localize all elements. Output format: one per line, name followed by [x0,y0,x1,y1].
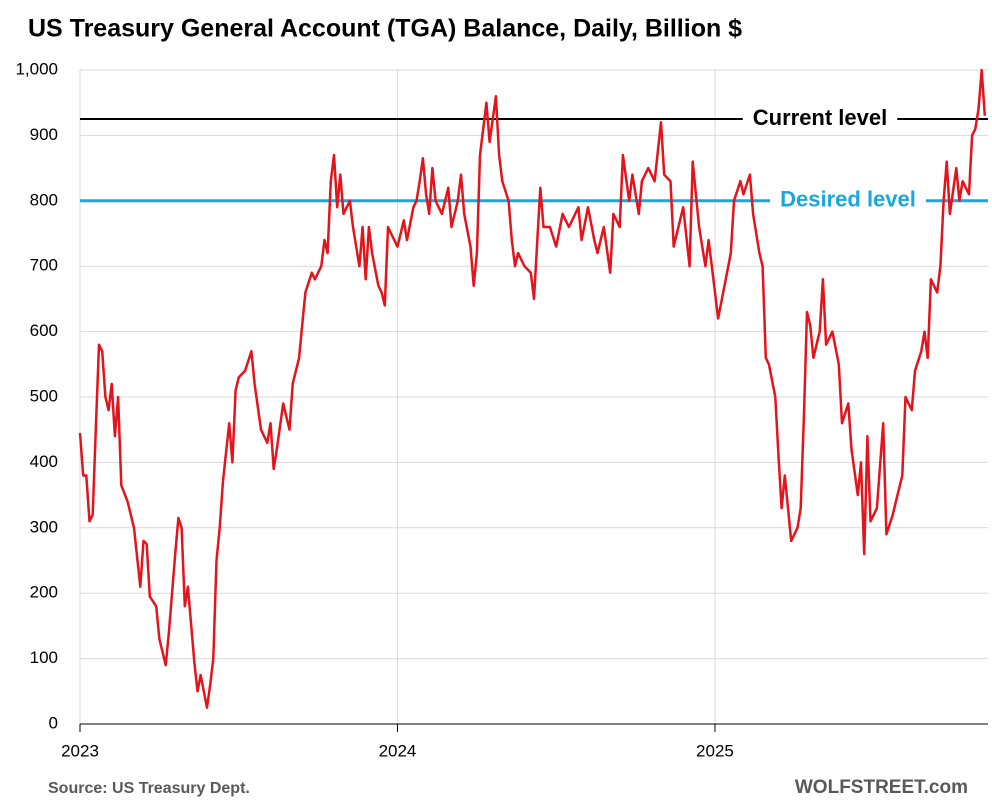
y-tick-label: 500 [30,386,58,405]
y-tick-label: 600 [30,321,58,340]
label-background [770,184,926,214]
source: Source: US Treasury Dept. [48,780,250,797]
y-tick-label: 0 [49,713,58,732]
y-tick-label: 1,000 [15,59,58,78]
credit: WOLFSTREET.com [795,777,968,798]
y-tick-label: 400 [30,452,58,471]
label-background [742,102,898,132]
y-tick-label: 300 [30,517,58,536]
x-tick-label: 2025 [696,741,734,760]
y-tick-label: 200 [30,583,58,602]
y-tick-label: 100 [30,648,58,667]
x-tick-label: 2023 [61,741,99,760]
x-tick-label: 2024 [379,741,417,760]
chart-title: US Treasury General Account (TGA) Balanc… [28,15,742,43]
reference-label: Desired level [780,187,916,212]
data-line [78,68,987,709]
y-tick-label: 900 [30,125,58,144]
y-tick-label: 800 [30,190,58,209]
reference-label: Current level [753,105,888,130]
y-tick-label: 700 [30,256,58,275]
